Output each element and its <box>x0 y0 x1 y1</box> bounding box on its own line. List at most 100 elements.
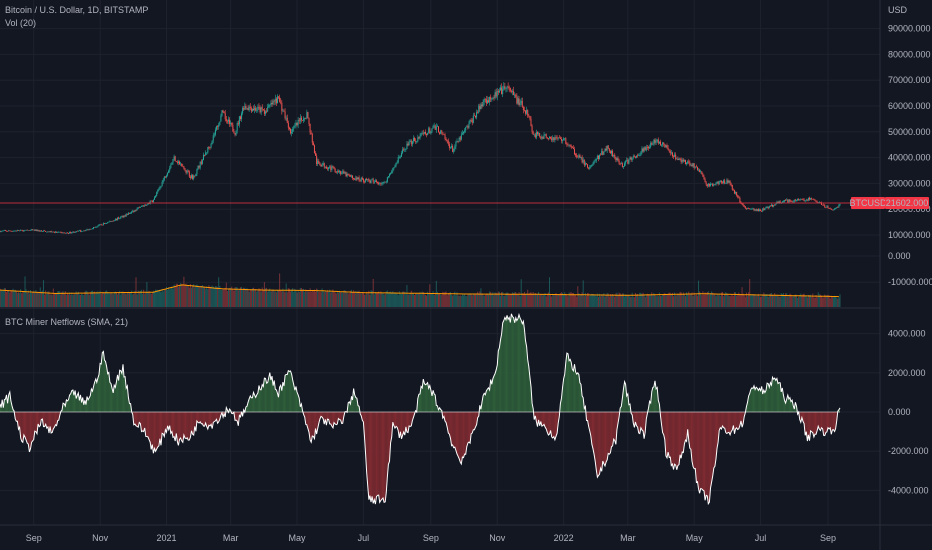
volume-bar <box>391 292 393 307</box>
volume-bar <box>735 292 737 307</box>
volume-bar <box>331 291 333 307</box>
netflow-negative-area <box>699 412 701 494</box>
volume-bar <box>740 294 742 307</box>
netflow-negative-area <box>456 412 459 457</box>
volume-bar <box>181 283 183 307</box>
candle-body <box>757 209 759 212</box>
candle-body <box>670 152 672 154</box>
candle-body <box>158 188 160 190</box>
candle-body <box>167 173 169 176</box>
volume-bar <box>156 289 158 307</box>
candle-body <box>762 208 764 212</box>
symbol-title[interactable]: Bitcoin / U.S. Dollar, 1D, BITSTAMP <box>5 5 149 15</box>
volume-bar <box>414 294 416 307</box>
candle-body <box>811 198 813 200</box>
volume-bar <box>701 295 703 307</box>
candle-body <box>489 96 491 103</box>
candle-body <box>264 111 266 114</box>
candle-body <box>714 184 716 185</box>
netflow-negative-area <box>313 412 315 439</box>
volume-bar <box>596 293 598 307</box>
candle-body <box>681 159 683 163</box>
volume-bar <box>206 286 208 307</box>
netflow-positive-area <box>565 353 567 412</box>
netflow-negative-area <box>334 412 336 424</box>
volume-bar <box>612 294 614 307</box>
candle-body <box>309 123 311 133</box>
volume-bar <box>618 292 620 307</box>
netflow-positive-area <box>289 371 291 412</box>
candle-body <box>0 231 2 232</box>
candle-body <box>398 156 400 158</box>
volume-bar <box>270 291 272 307</box>
netflow-positive-area <box>626 393 628 412</box>
volume-bar <box>182 285 184 307</box>
candle-body <box>352 175 354 179</box>
candle-body <box>88 228 90 230</box>
netflow-negative-area <box>681 412 683 459</box>
volume-bar <box>552 293 554 307</box>
volume-bar <box>211 285 213 307</box>
volume-bar <box>484 294 486 307</box>
candle-body <box>468 123 470 128</box>
volume-bar <box>63 293 65 307</box>
candle-body <box>205 152 207 155</box>
netflow-negative-area <box>466 412 468 447</box>
candle-body <box>134 210 136 212</box>
candle-body <box>542 137 544 139</box>
netflow-positive-area <box>104 360 106 412</box>
candle-body <box>297 120 299 126</box>
netflow-negative-area <box>545 412 547 429</box>
volume-bar <box>229 287 231 307</box>
volume-bar <box>263 282 265 307</box>
candle-body <box>273 100 275 102</box>
volume-title[interactable]: Vol (20) <box>5 18 37 28</box>
netflow-negative-area <box>306 412 308 429</box>
candle-body <box>168 170 170 174</box>
candle-body <box>815 200 817 202</box>
netflow-negative-area <box>46 412 48 429</box>
candle-body <box>702 174 704 177</box>
netflow-positive-area <box>105 361 107 412</box>
netflow-positive-area <box>770 382 772 412</box>
candle-body <box>737 195 739 197</box>
volume-bar <box>551 296 553 307</box>
netflow-positive-area <box>760 386 762 412</box>
netflow-positive-area <box>624 381 626 412</box>
candle-body <box>225 119 227 121</box>
netflow-positive-area <box>510 313 512 412</box>
indicator-title[interactable]: BTC Miner Netflows (SMA, 21) <box>5 317 129 327</box>
volume-bar <box>628 295 630 307</box>
candle-body <box>219 121 221 125</box>
volume-bar <box>706 291 708 307</box>
volume-bar <box>675 295 677 307</box>
netflow-negative-area <box>695 412 697 483</box>
volume-bar <box>384 293 386 307</box>
volume-bar <box>7 290 9 307</box>
x-tick-label: Nov <box>489 533 506 543</box>
volume-bar <box>526 293 528 307</box>
candle-body <box>478 105 480 113</box>
netflow-negative-area <box>597 412 599 478</box>
candle-body <box>286 117 288 123</box>
netflow-negative-area <box>676 412 678 470</box>
netflow-positive-area <box>286 374 288 412</box>
netflow-negative-area <box>712 412 714 476</box>
candle-body <box>271 102 273 105</box>
netflow-negative-area <box>336 412 338 425</box>
candle-body <box>436 126 438 127</box>
candle-body <box>432 126 434 129</box>
candle-body <box>767 206 769 209</box>
volume-bar <box>715 296 717 307</box>
candle-body <box>159 186 161 189</box>
candle-body <box>244 105 246 110</box>
volume-bar <box>785 293 787 307</box>
netflow-positive-area <box>88 397 90 412</box>
candle-body <box>239 116 241 120</box>
volume-bar <box>123 292 125 307</box>
candle-body <box>789 199 791 202</box>
netflow-negative-area <box>23 412 26 438</box>
candle-body <box>288 127 290 130</box>
volume-bar <box>813 297 815 307</box>
